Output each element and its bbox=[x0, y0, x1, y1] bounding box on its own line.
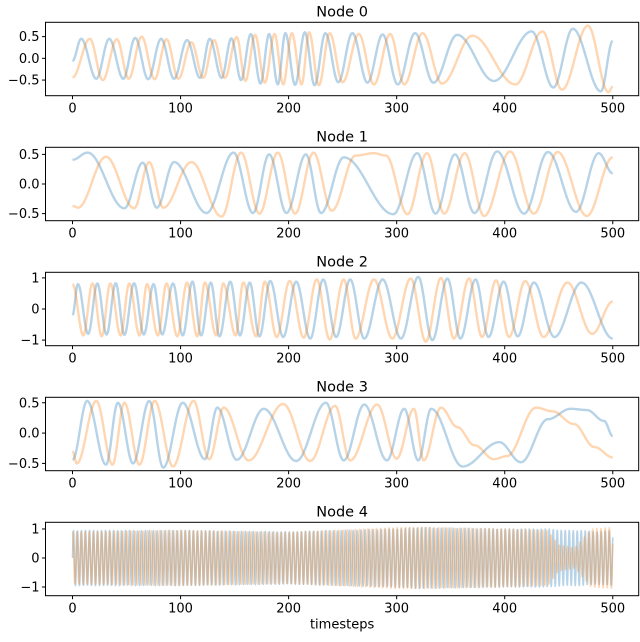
subplot-title: Node 3 bbox=[316, 379, 368, 395]
series-line-0 bbox=[71, 399, 614, 469]
series-line-1 bbox=[71, 526, 614, 590]
subplot-title: Node 4 bbox=[316, 504, 368, 520]
x-tick-label: 400 bbox=[492, 102, 517, 117]
axes-frame bbox=[45, 21, 640, 97]
subplot-3: 0 100 200 300 400 500 0.5 0.0 −0.5 Node 3 bbox=[8, 379, 640, 492]
x-tick-label: 500 bbox=[600, 602, 625, 617]
x-tick-label: 100 bbox=[168, 102, 193, 117]
x-tick-label: 500 bbox=[600, 477, 625, 492]
x-tick-label: 100 bbox=[168, 602, 193, 617]
x-tick-label: 100 bbox=[168, 352, 193, 367]
plot-area bbox=[71, 24, 614, 94]
y-tick-label: 0.0 bbox=[19, 178, 40, 193]
plot-area bbox=[71, 275, 614, 343]
y-tick-label: 0.0 bbox=[19, 427, 40, 442]
x-tick-label: 300 bbox=[384, 227, 409, 242]
series-line-0 bbox=[71, 526, 614, 590]
x-tick-label: 400 bbox=[492, 602, 517, 617]
series-line-1 bbox=[71, 24, 614, 94]
plot-area bbox=[71, 526, 614, 590]
y-tick-label: 1 bbox=[31, 522, 39, 537]
subplot-2: 0 100 200 300 400 500 1 0 −1 Node 2 bbox=[20, 254, 640, 367]
subplot-title: Node 2 bbox=[316, 254, 368, 270]
x-tick-label: 0 bbox=[68, 227, 76, 242]
series-line-1 bbox=[71, 399, 614, 468]
y-tick-label: 0.5 bbox=[19, 396, 40, 411]
subplot-title: Node 1 bbox=[316, 129, 368, 145]
axes-frame bbox=[45, 396, 640, 472]
series-line-1 bbox=[71, 150, 614, 218]
x-tick-label: 0 bbox=[68, 102, 76, 117]
y-tick-label: −0.5 bbox=[8, 457, 40, 472]
series-line-1 bbox=[71, 276, 614, 343]
subplot-title: Node 0 bbox=[316, 4, 368, 20]
axes-frame bbox=[45, 521, 640, 597]
subplot-1: 0 100 200 300 400 500 0.5 0.0 −0.5 Node 1 bbox=[8, 129, 640, 242]
x-tick-label: 0 bbox=[68, 602, 76, 617]
y-tick-label: 0.0 bbox=[19, 52, 40, 67]
y-tick-label: −1 bbox=[20, 580, 39, 595]
series-line-0 bbox=[71, 150, 614, 216]
x-tick-label: 0 bbox=[68, 352, 76, 367]
subplot-4: 0 100 200 300 400 500 1 0 −1 Node 4 timesteps bbox=[20, 504, 640, 633]
subplot-0: 0 100 200 300 400 500 0.5 0.0 −0.5 Node 0 bbox=[8, 4, 640, 117]
x-tick-label: 300 bbox=[384, 102, 409, 117]
y-tick-label: 0.5 bbox=[19, 30, 40, 45]
y-tick-label: −1 bbox=[20, 334, 39, 349]
x-tick-label: 400 bbox=[492, 477, 517, 492]
x-tick-label: 200 bbox=[276, 227, 301, 242]
y-tick-label: −0.5 bbox=[8, 74, 40, 89]
x-tick-label: 0 bbox=[68, 477, 76, 492]
x-tick-label: 200 bbox=[276, 102, 301, 117]
x-tick-label: 300 bbox=[384, 602, 409, 617]
plot-area bbox=[71, 399, 614, 469]
x-tick-label: 400 bbox=[492, 352, 517, 367]
plot-area bbox=[71, 150, 614, 218]
x-axis-label: timesteps bbox=[310, 618, 374, 633]
series-line-0 bbox=[71, 27, 614, 93]
x-tick-label: 300 bbox=[384, 477, 409, 492]
x-tick-label: 200 bbox=[276, 477, 301, 492]
x-tick-label: 400 bbox=[492, 227, 517, 242]
y-tick-label: 0 bbox=[31, 303, 39, 318]
x-tick-label: 200 bbox=[276, 602, 301, 617]
y-tick-label: 1 bbox=[31, 271, 39, 286]
x-tick-label: 100 bbox=[168, 227, 193, 242]
x-tick-label: 500 bbox=[600, 227, 625, 242]
y-tick-label: −0.5 bbox=[8, 207, 40, 222]
x-tick-label: 300 bbox=[384, 352, 409, 367]
y-tick-label: 0 bbox=[31, 551, 39, 566]
x-tick-label: 500 bbox=[600, 102, 625, 117]
series-line-0 bbox=[71, 275, 614, 342]
x-tick-label: 200 bbox=[276, 352, 301, 367]
x-tick-label: 500 bbox=[600, 352, 625, 367]
y-tick-label: 0.5 bbox=[19, 148, 40, 163]
x-tick-label: 100 bbox=[168, 477, 193, 492]
